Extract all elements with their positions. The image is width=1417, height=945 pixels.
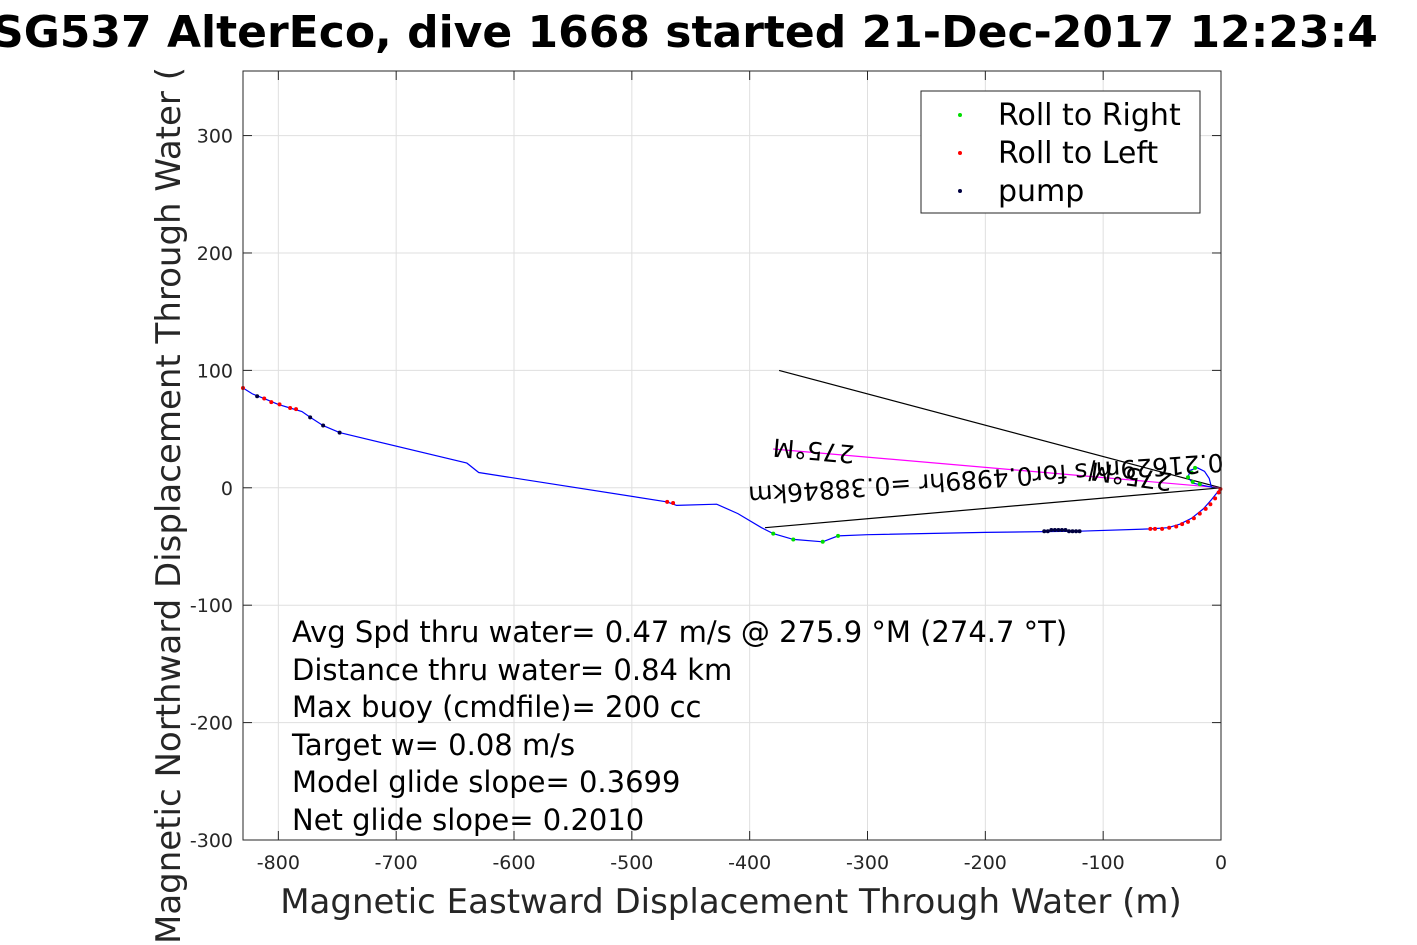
point-roll-to-left	[294, 407, 299, 412]
legend-label-pump: pump	[998, 174, 1084, 209]
legend-marker-pump	[958, 189, 962, 193]
point-roll-to-left	[288, 405, 293, 410]
annotation-max-buoy: Max buoy (cmdfile)= 200 cc	[292, 690, 701, 724]
y-tick-label: 300	[197, 126, 233, 148]
y-tick-label: -100	[190, 595, 233, 617]
chart-title: SG537 AlterEco, dive 1668 started 21-Dec…	[0, 7, 1378, 58]
point-roll-to-left	[269, 400, 274, 405]
point-roll-to-right	[771, 531, 776, 536]
point-roll-to-left	[671, 501, 676, 506]
point-pump	[1056, 528, 1061, 533]
x-tick-label: -300	[846, 852, 889, 874]
point-roll-to-right	[1193, 465, 1198, 470]
point-roll-to-left	[1174, 524, 1179, 529]
point-pump	[1077, 529, 1082, 534]
point-pump	[1063, 528, 1068, 533]
point-roll-to-right	[1190, 479, 1195, 484]
guide-line	[778, 369, 1222, 489]
point-roll-to-right	[1197, 482, 1202, 487]
y-tick-label: -200	[190, 713, 233, 735]
guide-line	[764, 487, 1222, 529]
point-roll-to-left	[1208, 502, 1213, 507]
point-pump	[1042, 529, 1047, 534]
annotation-net-glide-slope: Net glide slope= 0.2010	[292, 803, 644, 837]
x-tick-label: -800	[257, 852, 300, 874]
point-roll-to-left	[1167, 525, 1172, 530]
point-roll-to-left	[1148, 526, 1153, 531]
x-tick-label: -200	[964, 852, 1007, 874]
point-pump	[255, 394, 260, 399]
axes-box	[242, 70, 1222, 841]
x-tick-label: -700	[375, 852, 418, 874]
grid	[243, 71, 1221, 840]
legend-box	[920, 90, 1201, 214]
point-roll-to-left	[1213, 496, 1218, 501]
x-axis-label: Magnetic Eastward Displacement Through W…	[280, 882, 1182, 922]
point-roll-to-left	[1216, 490, 1221, 495]
annotation-avg-speed: Avg Spd thru water= 0.47 m/s @ 275.9 °M …	[292, 615, 1067, 649]
point-pump	[337, 430, 342, 435]
point-roll-to-right	[820, 539, 825, 544]
legend-marker-roll-right	[958, 113, 962, 117]
point-pump	[308, 415, 313, 420]
legend-label-roll-left: Roll to Left	[998, 136, 1158, 171]
point-pump	[1070, 529, 1075, 534]
point-roll-to-right	[791, 537, 796, 542]
point-roll-to-left	[1160, 526, 1165, 531]
legend-label-roll-right: Roll to Right	[998, 98, 1181, 133]
point-pump	[1074, 529, 1079, 534]
point-roll-to-left	[1180, 522, 1185, 527]
x-tick-label: -600	[492, 852, 535, 874]
point-pump	[1059, 528, 1064, 533]
y-tick-label: 100	[197, 360, 233, 382]
point-roll-to-left	[1197, 511, 1202, 516]
x-tick-label: -400	[728, 852, 771, 874]
tick-labels: -800 -700 -600 -500 -400 -300 -200 -100 0 -300 -20…	[190, 71, 1227, 874]
x-tick-label: -500	[610, 852, 653, 874]
y-axis-label: Magnetic Northward Displacement Through …	[149, 67, 189, 944]
x-tick-label: -100	[1082, 852, 1125, 874]
x-tick-label: 0	[1215, 852, 1227, 874]
point-roll-to-left	[1203, 506, 1208, 511]
point-pump	[1045, 529, 1050, 534]
point-roll-to-left	[665, 499, 670, 504]
guide-line	[773, 448, 1222, 489]
annotation-distance: Distance thru water= 0.84 km	[292, 653, 732, 687]
point-pump	[1066, 529, 1071, 534]
annotation-target-w: Target w= 0.08 m/s	[291, 728, 575, 762]
point-roll-to-right	[1189, 470, 1194, 475]
point-roll-to-right	[1186, 475, 1191, 480]
point-pump	[1052, 528, 1057, 533]
point-pump	[321, 423, 326, 428]
y-tick-label: -300	[190, 830, 233, 852]
point-roll-to-left	[1153, 526, 1158, 531]
legend: Roll to Right Roll to Left pump	[920, 90, 1201, 214]
annotation-block: Avg Spd thru water= 0.47 m/s @ 275.9 °M …	[291, 615, 1067, 837]
point-roll-to-left	[262, 396, 267, 401]
point-roll-to-left	[1191, 516, 1196, 521]
rotated-label: 275°M	[772, 432, 856, 468]
y-tick-label: 200	[197, 243, 233, 265]
annotation-model-glide-slope: Model glide slope= 0.3699	[292, 765, 680, 799]
point-roll-to-left	[277, 402, 282, 407]
point-roll-to-left	[1186, 519, 1191, 524]
y-tick-label: 0	[221, 478, 233, 500]
point-roll-to-right	[836, 533, 841, 538]
point-pump	[1049, 528, 1054, 533]
legend-marker-roll-left	[958, 151, 962, 155]
